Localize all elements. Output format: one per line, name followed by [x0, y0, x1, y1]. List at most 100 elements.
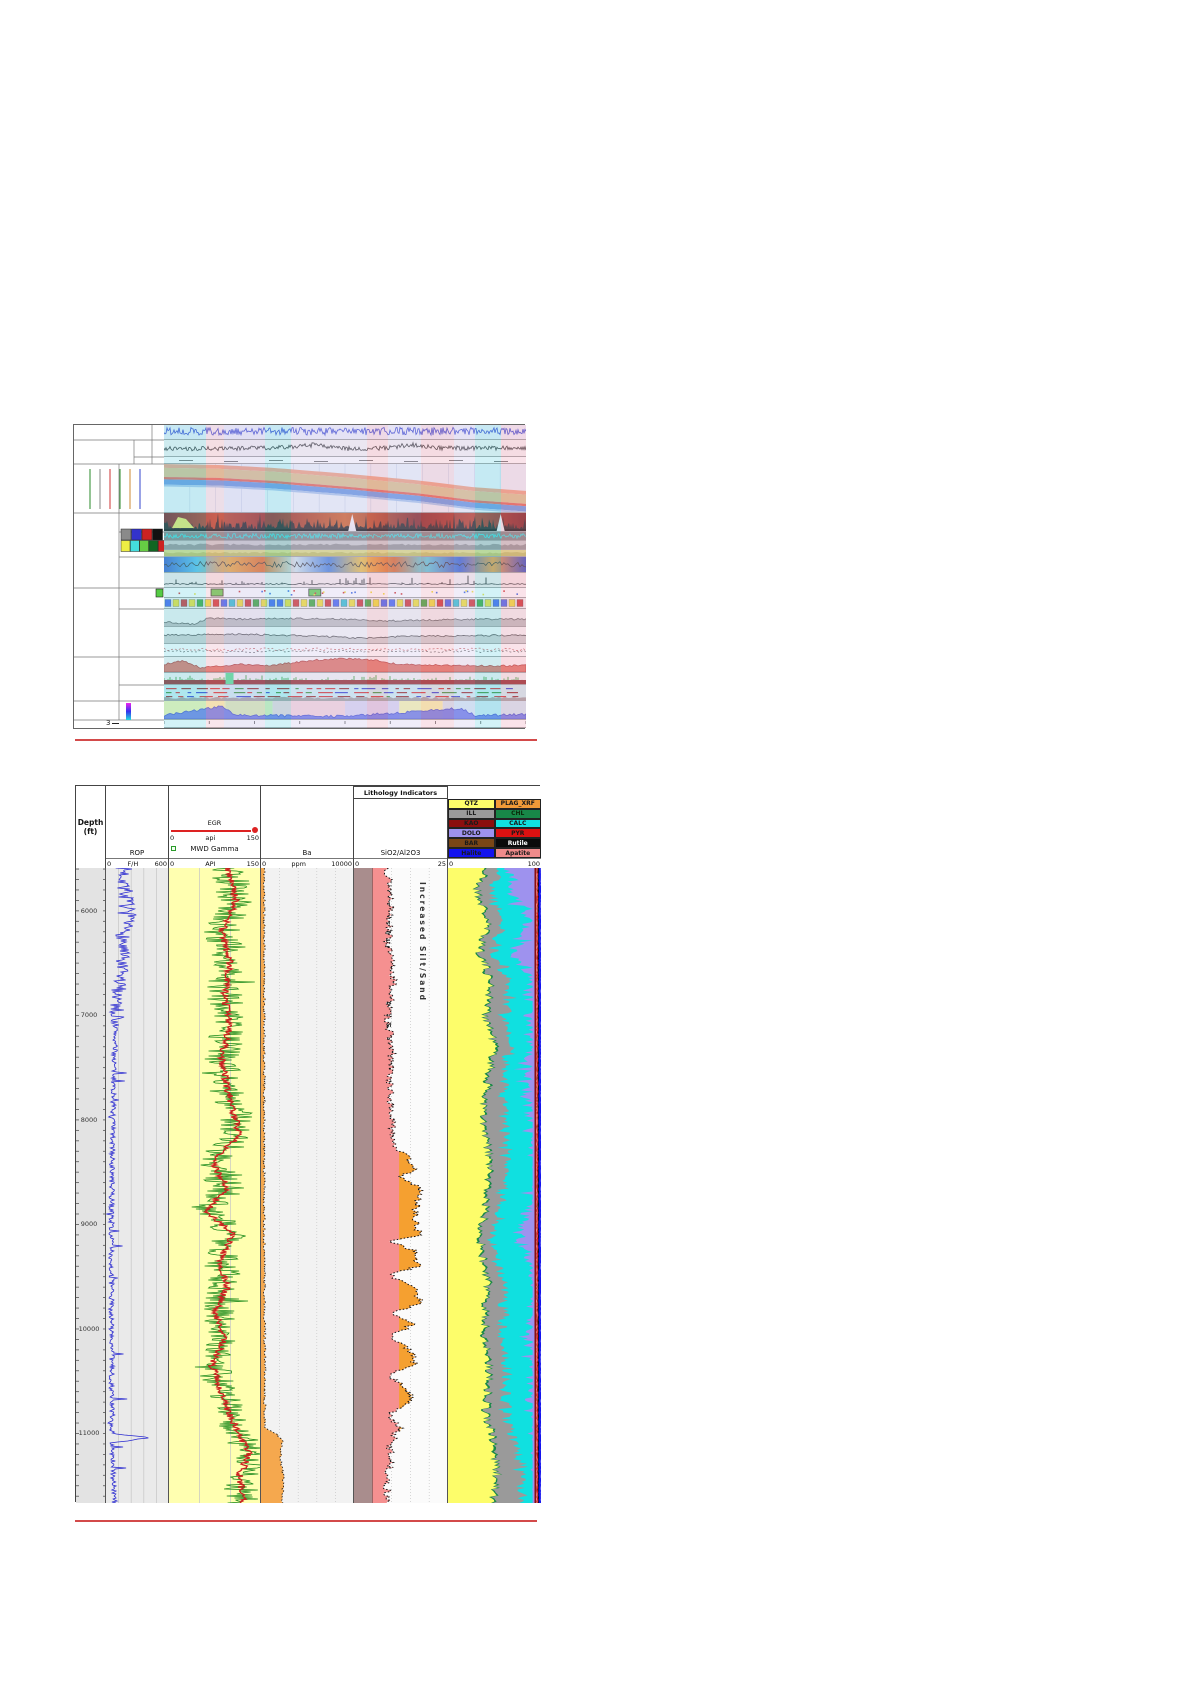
rop-canvas: [106, 868, 157, 1503]
depth-track-header: Depth (ft): [76, 786, 106, 868]
sio2-track: Argillaceous Mudstone Siliceous Mudstone…: [354, 868, 448, 1503]
legend-item-ill: ILL: [448, 808, 495, 819]
fig1-track-canvas-trajectory-fan: [164, 464, 526, 512]
gamma-track-header: EGR 0 api 150 MWD Gamma 0 API 150: [169, 786, 261, 868]
sio2-track-header: Lithology Indicators SiO2/Al2O3 0 25: [353, 786, 448, 868]
fig1-track-dashed-curves: [164, 644, 526, 657]
egr-scale-row: 0 api 150: [169, 834, 260, 842]
fig1-track-canvas-gray-area-2: [164, 633, 526, 643]
mwd-scale-row: 0 API 150: [169, 858, 260, 868]
sio2-max: 25: [437, 859, 446, 868]
fig1-track-canvas-annotation-lines: [164, 688, 526, 700]
fig1-track-spike-curve: [164, 573, 526, 588]
depth-label: 6000: [80, 906, 98, 915]
mineral-legend: QTZ PLAG_XRF ILL CHL KAO CALC DOLO PYR BAR Rutile…: [448, 799, 541, 858]
egr-max: 150: [246, 834, 259, 842]
lith-scale-row: 0 100: [448, 858, 541, 868]
mwd-unit: API: [205, 859, 216, 868]
egr-unit: api: [205, 834, 216, 842]
fig1-track-green-spikes-bar: [164, 673, 526, 685]
mwd-gamma-marker-icon: [171, 846, 176, 851]
fig1-track-canvas-amplitude: [164, 513, 526, 531]
figure-depth-log: Depth (ft) ROP 0 F/H 600 EGR 0 api 150 M…: [75, 785, 541, 1503]
figure-footnote-mark: 3: [106, 719, 119, 727]
fig1-track-canvas-header-dashes: [179, 460, 508, 462]
ba-track-header: Ba 0 ppm 10000: [261, 786, 354, 868]
legend-item-plag_xrf: PLAG_XRF: [494, 799, 541, 809]
fig1-track-canvas-curve-blue: [164, 426, 526, 437]
legend-item-rutile: Rutile: [494, 838, 541, 849]
fig1-track-bottom-ticks: [164, 720, 526, 728]
mwd-min: 0: [170, 859, 175, 868]
egr-endpoint-dot-icon: [252, 827, 258, 833]
legend-item-dolo: DOLO: [448, 828, 495, 839]
rop-max: 600: [154, 859, 167, 868]
depth-header-label: Depth: [77, 818, 104, 827]
legend-item-kao: KAO: [448, 818, 495, 829]
ba-label: Ba: [302, 849, 312, 857]
depth-log-body: 6000 7000 8000 9000 10000 11000 Argillaceous …: [76, 868, 541, 1503]
egr-label: EGR: [207, 819, 222, 827]
fig1-track-gray-area-1: [164, 609, 526, 627]
gamma-canvas: [191, 868, 260, 1503]
gamma-track: [169, 868, 261, 1503]
fig1-track-canvas-pastel-columns: [164, 701, 526, 719]
ba-track: [261, 868, 354, 1503]
lithology-indicators-title: Lithology Indicators: [353, 786, 448, 799]
rop-min: 0: [107, 859, 112, 868]
mwd-max: 150: [246, 859, 259, 868]
depth-label: 11000: [78, 1429, 100, 1438]
fig1-track-canvas-gray-wave: [164, 543, 526, 549]
gradient-scale-bar: [126, 703, 131, 720]
sio2-label: SiO2/Al2O3: [380, 849, 421, 857]
depth-label: 8000: [80, 1115, 98, 1124]
fig1-track-pastel-columns: [164, 701, 526, 720]
sio2-canvas: [354, 868, 430, 1503]
legend-item-pyr: PYR: [494, 828, 541, 839]
egr-min: 0: [170, 834, 175, 842]
fig1-track-canvas-curve-black: [164, 441, 526, 452]
fig1-track-canvas-spike-curve: [164, 575, 526, 585]
ba-unit: ppm: [291, 859, 307, 868]
sio2-min: 0: [355, 859, 360, 868]
legend-item-apatite: Apatite: [494, 848, 541, 858]
fig1-track-amplitude: [164, 513, 526, 532]
ba-scale-row: 0 ppm 10000: [261, 858, 353, 868]
depth-header-unit: (ft): [83, 827, 98, 836]
fig1-track-canvas-flag-row: [178, 588, 519, 597]
fig1-track-annotation-lines: [164, 685, 526, 701]
fig1-track-header-dashes: [164, 457, 526, 464]
depth-ticks-canvas: [76, 868, 105, 1497]
fig1-track-canvas-bottom-ticks: [164, 721, 526, 724]
figure-log-montage: 3: [73, 424, 526, 729]
fig1-track-khaki-band: [164, 550, 526, 557]
mineralogy-track-header: QTZ PLAG_XRF ILL CHL KAO CALC DOLO PYR BAR Rutile…: [448, 786, 541, 868]
legend-item-halite: Halite: [448, 848, 495, 858]
fig1-track-canvas-khaki-band: [164, 551, 526, 556]
fig1-track-canvas-dashed-curves: [164, 647, 526, 654]
montage-label-lines: [74, 425, 164, 721]
rop-track: [106, 868, 169, 1503]
fig1-track-red-blobs: [164, 657, 526, 673]
fig1-track-block-row: [164, 598, 526, 609]
egr-line: [171, 830, 251, 832]
fig1-track-canvas-heatmap: [164, 560, 526, 569]
mwd-gamma-label: MWD Gamma: [190, 845, 239, 853]
fig1-track-canvas-gray-area-1: [164, 617, 526, 626]
fig1-track-trajectory-fan: [164, 464, 526, 513]
legend-item-chl: CHL: [494, 808, 541, 819]
montage-plot-area: [164, 425, 526, 728]
lith-canvas: [448, 868, 541, 1503]
rop-unit: F/H: [127, 859, 139, 868]
depth-label: 10000: [78, 1324, 100, 1333]
lith-min: 0: [449, 859, 454, 868]
fig1-track-curve-black: [164, 440, 526, 457]
montage-label-column: [74, 425, 165, 728]
fig1-track-flag-row: [164, 588, 526, 598]
fig1-track-canvas-red-blobs: [164, 657, 526, 672]
fig1-track-gray-wave: [164, 541, 526, 550]
rop-label: ROP: [129, 849, 145, 857]
sio2-scale-row: 0 25: [354, 858, 447, 868]
fig1-track-gray-area-2: [164, 627, 526, 644]
